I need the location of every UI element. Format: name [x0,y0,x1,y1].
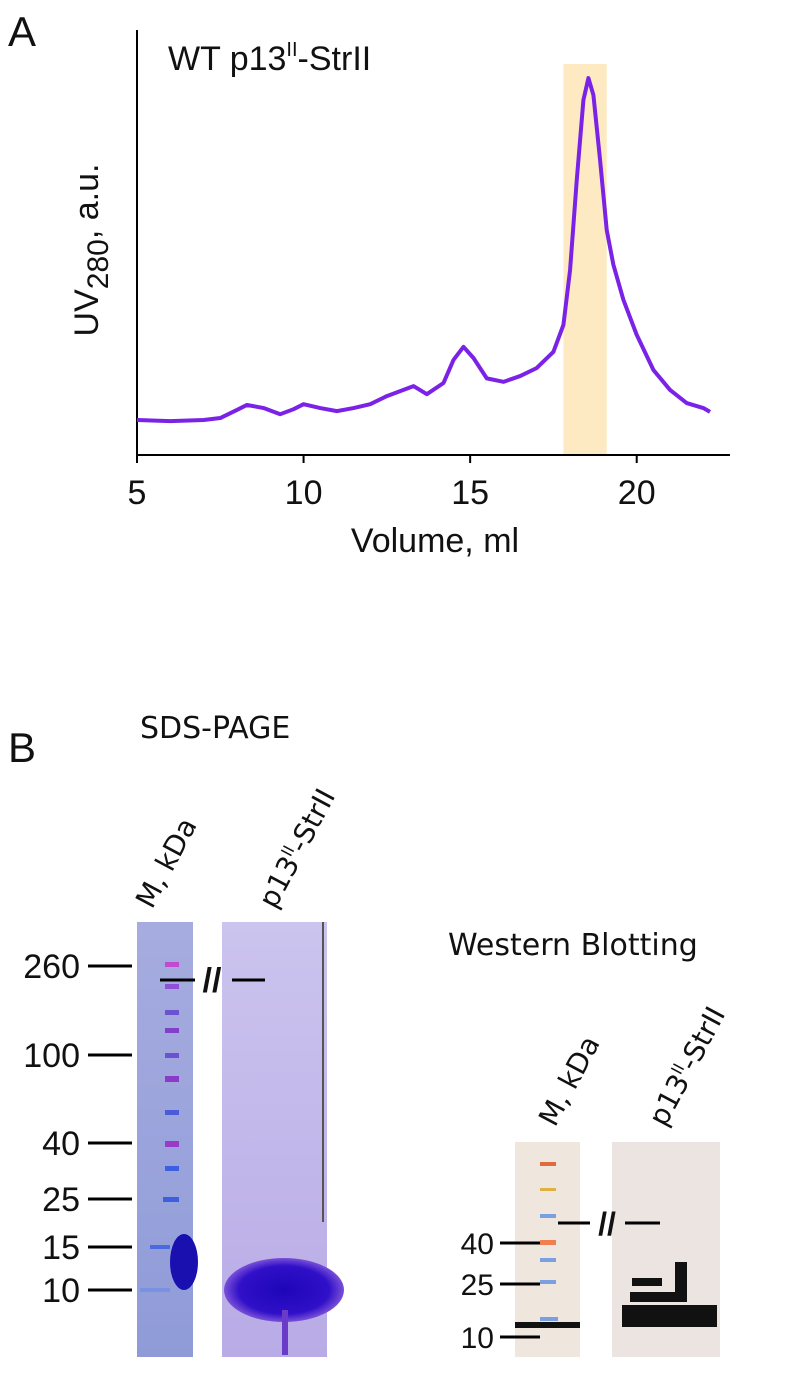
gel-edge [322,922,324,1222]
marker-label: 25 [461,1269,494,1302]
sds-title: SDS-PAGE [140,711,290,746]
label-part: 280 [82,239,115,289]
chromatogram: A WT p13II-StrII UV280, a.u. Volume, ml … [8,8,730,560]
lane-label: M, kDa [532,1030,607,1131]
blot-signal [622,1262,717,1327]
marker-label: 15 [42,1229,80,1267]
marker-label: 10 [461,1322,494,1355]
marker-label: 260 [23,948,80,986]
marker-label: 40 [461,1228,494,1261]
smear [282,1310,288,1355]
marker-label: 25 [42,1181,80,1219]
lane-label: p13II-StrII [642,1001,732,1131]
title-part: WT p13 [168,40,286,78]
gels: B SDS-PAGE M, kDa p13II-StrII // 260 100 4… [8,711,732,1357]
marker-scale: 40 25 10 [461,1228,540,1355]
panel-label: A [8,8,36,55]
marker-label: 100 [23,1037,80,1075]
label-part: , a.u. [68,164,106,240]
panel-label: B [8,724,36,771]
western-title: Western Blotting [448,928,698,963]
label-part: UV [68,289,106,337]
x-tick-label: 10 [285,474,323,512]
chart-title: WT p13II-StrII [168,39,371,78]
ladder [140,962,198,1292]
lane-label: p13II-StrII [252,783,342,913]
x-axis-label: Volume, ml [351,522,519,560]
x-tick-label: 15 [451,474,489,512]
marker-scale: 260 100 40 25 15 10 [23,948,132,1310]
blot-lane [515,1142,580,1357]
data-line [136,76,712,424]
label-part: -StrII [672,1001,733,1076]
x-tick-label: 20 [618,474,656,512]
break-mark: // [203,962,222,1000]
break-mark: // [598,1206,616,1242]
marker-label: 40 [42,1125,80,1163]
lane-label: M, kDa [129,812,204,913]
marker-label: 10 [42,1272,80,1310]
title-part: -StrII [298,40,372,78]
label-part: p13 [642,1069,696,1132]
label-part: p13 [252,851,306,914]
label-part: -StrII [282,783,343,858]
x-tick-label: 5 [128,474,147,512]
title-part: II [286,39,297,61]
y-axis-label: UV280, a.u. [68,164,115,337]
blot-ladder [515,1162,580,1328]
protein-band [224,1258,344,1322]
